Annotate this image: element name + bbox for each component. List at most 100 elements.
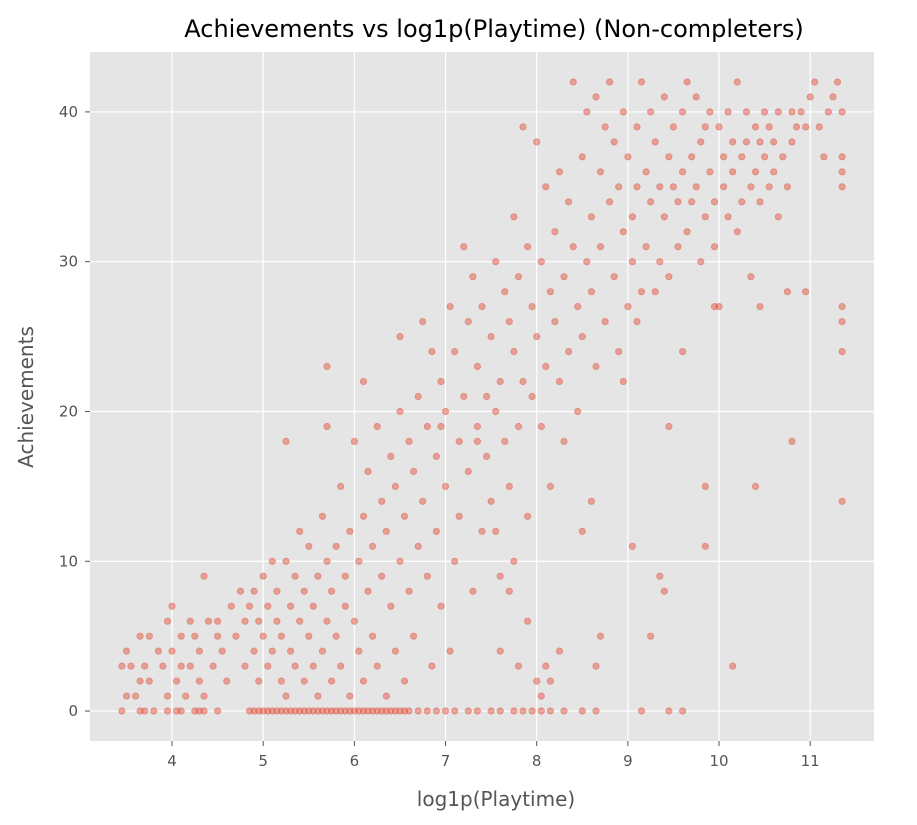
scatter-point [647, 108, 655, 116]
scatter-point [610, 273, 618, 281]
y-axis-label: Achievements [14, 326, 38, 468]
scatter-point [268, 647, 276, 655]
scatter-point [419, 497, 427, 505]
scatter-point [396, 332, 404, 341]
scatter-point [838, 153, 846, 161]
scatter-point [619, 108, 627, 116]
scatter-point [647, 632, 655, 640]
scatter-point [373, 422, 381, 431]
scatter-point [537, 258, 545, 266]
scatter-point [355, 557, 363, 565]
scatter-point [528, 302, 536, 311]
scatter-point [214, 617, 222, 625]
scatter-point [387, 602, 395, 610]
scatter-point [446, 302, 454, 311]
scatter-point [496, 707, 504, 715]
scatter-point [245, 602, 254, 610]
scatter-point [227, 602, 235, 610]
scatter-point [368, 707, 377, 715]
scatter-point [523, 512, 532, 520]
scatter-point [255, 617, 263, 625]
scatter-point [605, 198, 614, 206]
scatter-point [669, 183, 678, 191]
scatter-point [510, 213, 518, 221]
scatter-point [697, 258, 705, 266]
scatter-point [596, 632, 605, 640]
scatter-point [564, 198, 573, 206]
scatter-point [473, 437, 481, 445]
scatter-point [209, 662, 217, 670]
scatter-point [191, 632, 199, 640]
x-tick-label: 6 [350, 752, 360, 770]
scatter-point [724, 213, 732, 221]
scatter-point [355, 647, 363, 655]
scatter-point [214, 632, 222, 640]
scatter-point [487, 707, 495, 715]
scatter-point [592, 707, 600, 715]
scatter-point [145, 632, 153, 640]
scatter-point [346, 707, 354, 715]
scatter-point [391, 707, 399, 715]
scatter-point [373, 662, 381, 670]
scatter-point [195, 647, 203, 655]
scatter-point [273, 617, 281, 625]
scatter-point [633, 183, 641, 191]
scatter-point [177, 707, 185, 715]
scatter-point [601, 317, 609, 326]
scatter-point [838, 168, 846, 176]
scatter-point [163, 707, 172, 715]
scatter-point [159, 662, 167, 670]
scatter-point [733, 78, 741, 86]
scatter-point [751, 482, 760, 490]
scatter-point [255, 707, 263, 715]
scatter-point [555, 168, 564, 176]
scatter-point [214, 707, 222, 715]
scatter-point [250, 587, 258, 595]
scatter-point [455, 437, 463, 445]
scatter-point [719, 153, 728, 161]
scatter-point [537, 692, 545, 700]
scatter-point [359, 377, 368, 386]
scatter-point [241, 662, 249, 670]
scatter-point [564, 347, 573, 356]
scatter-point [742, 108, 751, 116]
scatter-point [182, 692, 190, 700]
scatter-point [259, 632, 267, 640]
scatter-point [460, 243, 468, 251]
scatter-point [204, 617, 213, 625]
scatter-point [286, 707, 295, 715]
scatter-point [259, 707, 267, 715]
scatter-point [382, 527, 390, 535]
y-tick-label: 10 [59, 552, 78, 570]
scatter-point [751, 123, 760, 131]
scatter-point [241, 617, 249, 625]
scatter-point [473, 362, 481, 371]
scatter-point [669, 123, 678, 131]
scatter-point [751, 168, 760, 176]
scatter-point [656, 183, 664, 191]
scatter-point [583, 108, 591, 116]
scatter-point [492, 407, 500, 416]
scatter-point [492, 258, 500, 266]
scatter-point [706, 168, 714, 176]
scatter-point [738, 153, 746, 161]
scatter-point [409, 632, 418, 640]
scatter-point [774, 108, 782, 116]
scatter-point [200, 707, 208, 715]
scatter-point [154, 647, 162, 655]
scatter-point [574, 407, 582, 416]
scatter-point [419, 317, 427, 326]
scatter-point [291, 662, 299, 670]
scatter-point [546, 288, 555, 296]
scatter-point [150, 707, 158, 715]
scatter-point [528, 392, 536, 401]
scatter-point [464, 467, 472, 475]
scatter-point [701, 123, 709, 131]
scatter-point [186, 617, 194, 625]
scatter-point [505, 587, 513, 595]
scatter-point [505, 317, 513, 326]
scatter-point [455, 512, 463, 520]
scatter-point [305, 632, 313, 640]
scatter-point [710, 198, 719, 206]
scatter-point [305, 542, 313, 550]
